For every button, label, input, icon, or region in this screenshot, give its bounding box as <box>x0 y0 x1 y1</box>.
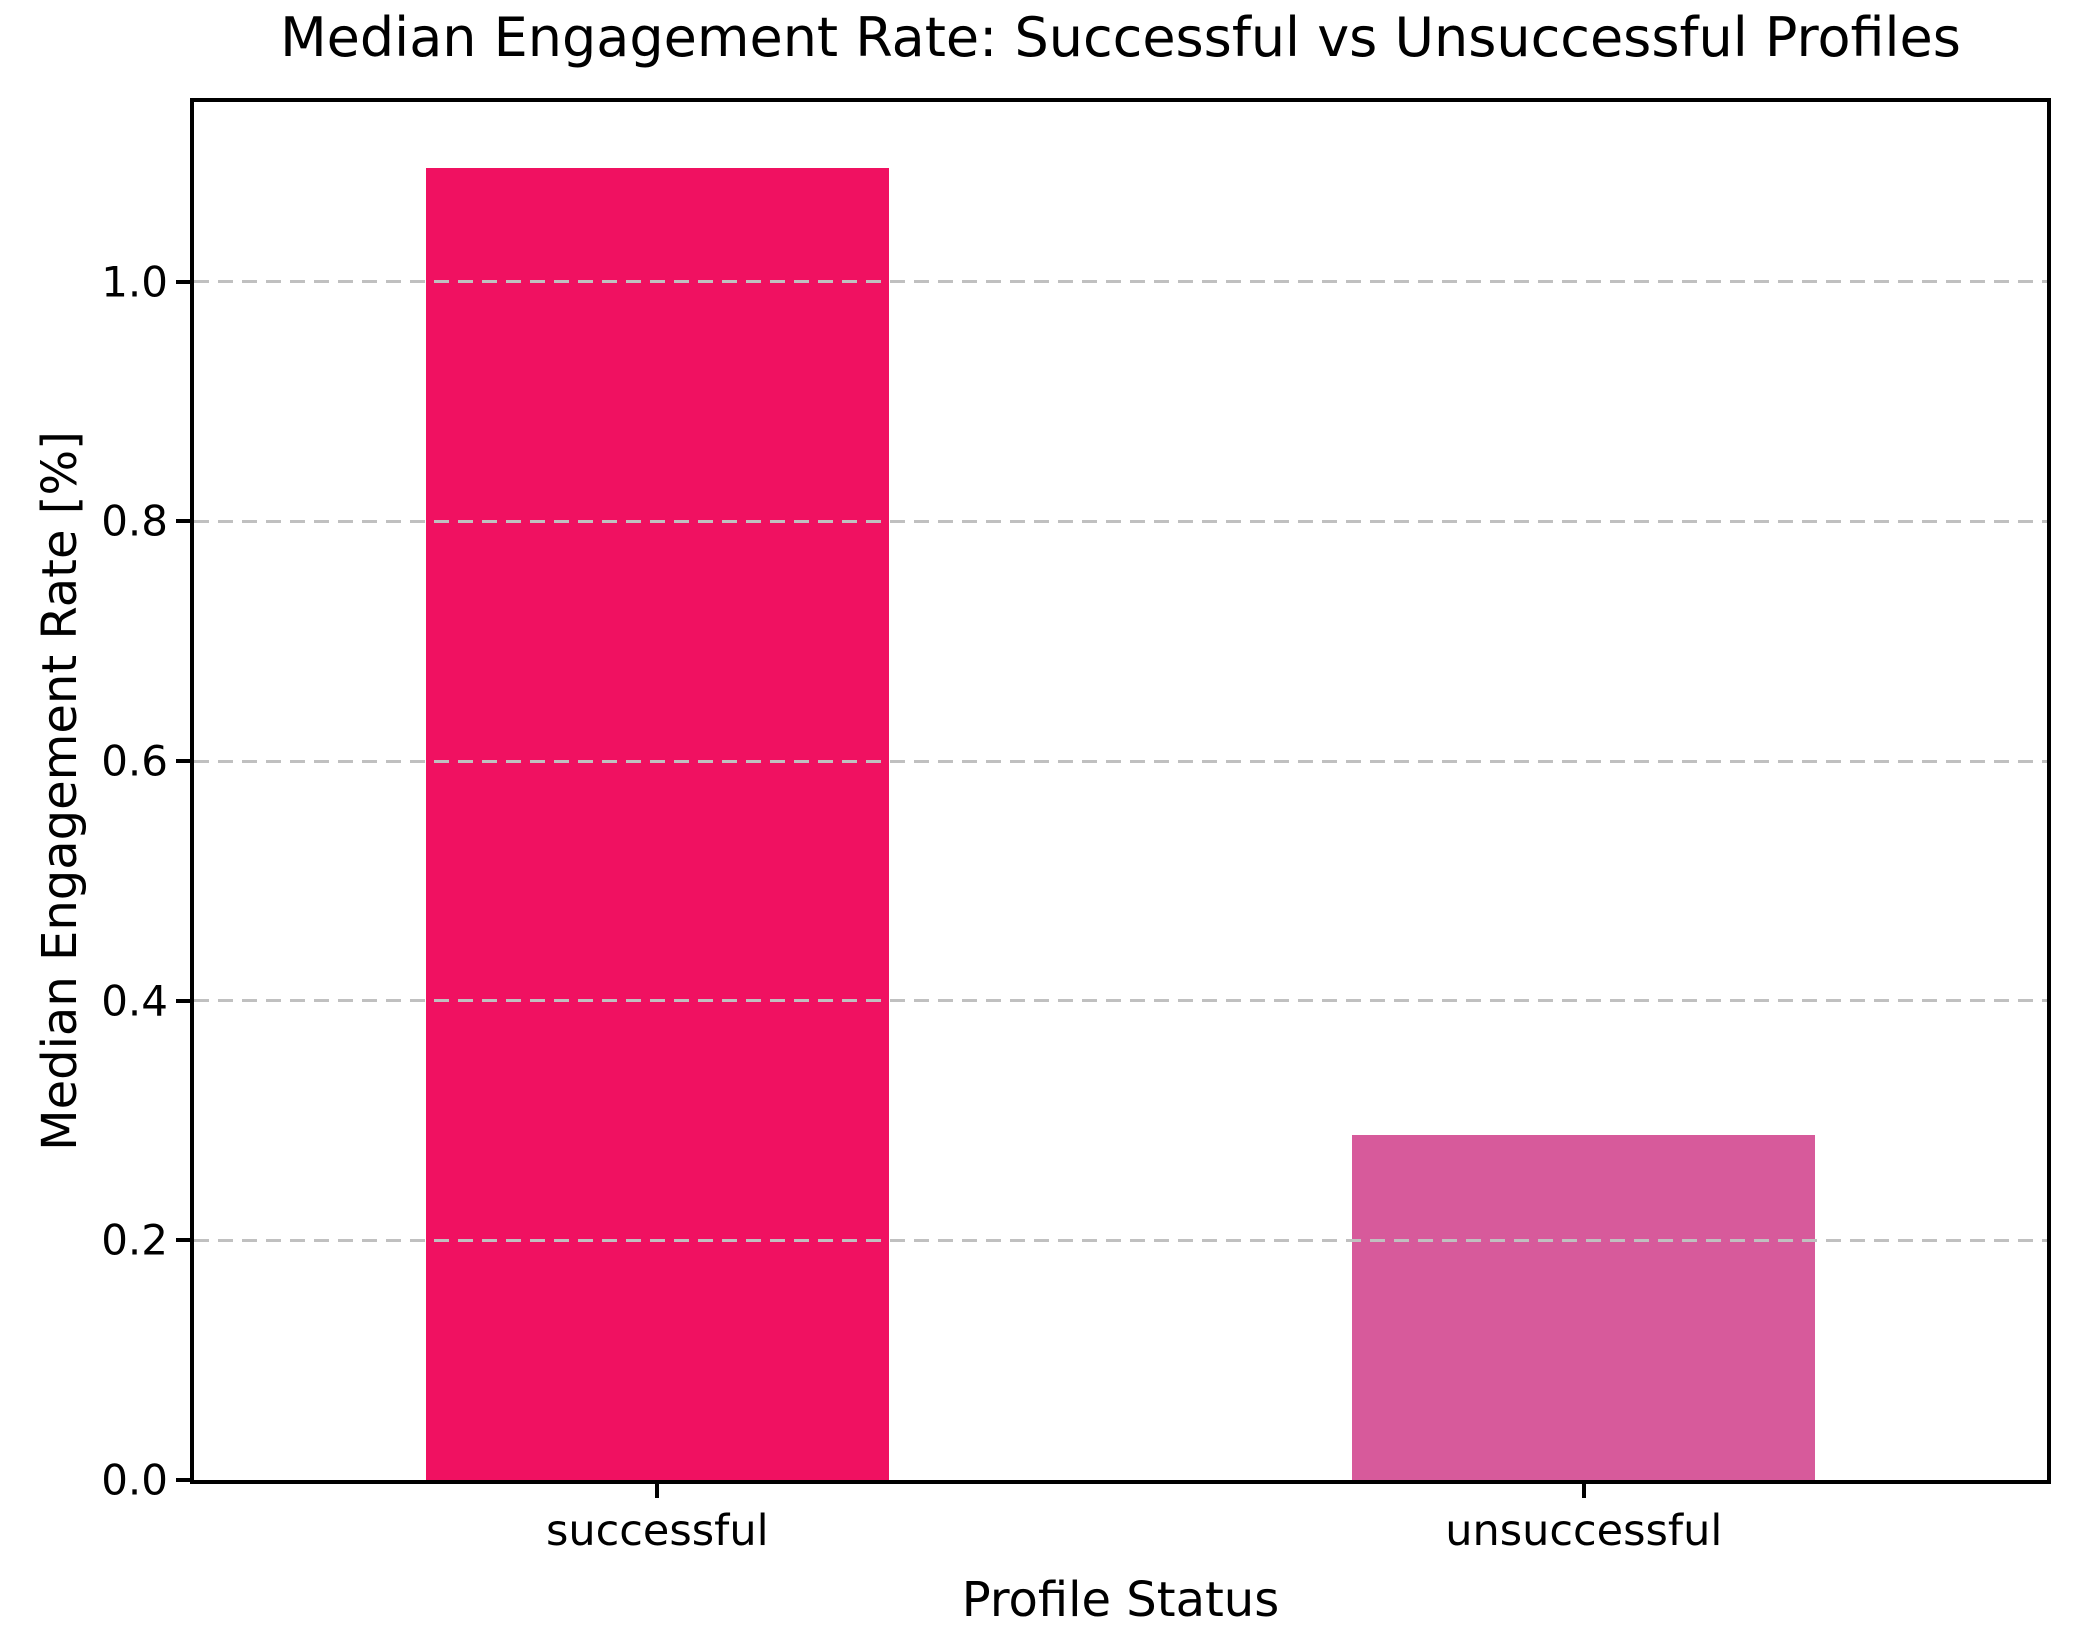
y-tick-label-0.2: 0.2 <box>101 1215 168 1265</box>
gridline-0.2 <box>194 1238 2047 1242</box>
y-tick-label-1.0: 1.0 <box>101 257 168 307</box>
y-tick-label-0.4: 0.4 <box>101 976 168 1026</box>
x-tick-label-unsuccessful: unsuccessful <box>1445 1506 1723 1556</box>
y-tick-label-0.6: 0.6 <box>101 736 168 786</box>
gridline-0.8 <box>194 519 2047 523</box>
y-axis-label: Median Engagement Rate [%] <box>32 431 88 1151</box>
y-tick-label-0.0: 0.0 <box>101 1455 168 1505</box>
y-tick-0.0 <box>176 1478 190 1482</box>
bar-successful <box>425 167 889 1480</box>
y-tick-0.4 <box>176 998 190 1003</box>
x-tick-unsuccessful <box>1581 1480 1586 1498</box>
y-tick-0.6 <box>176 759 190 764</box>
x-axis-label: Profile Status <box>961 1572 1280 1628</box>
gridline-0.6 <box>194 759 2047 763</box>
plot-area: successful unsuccessful 0.0 0.2 0.4 0.6 0.8 1.0 <box>101 98 2051 1556</box>
y-tick-0.2 <box>176 1238 190 1243</box>
y-tick-label-0.8: 0.8 <box>101 496 168 546</box>
gridline-1.0 <box>194 280 2047 284</box>
chart-title: Median Engagement Rate: Successful vs Un… <box>280 6 1961 69</box>
gridline-0.4 <box>194 999 2047 1003</box>
y-tick-0.8 <box>176 519 190 524</box>
y-tick-1.0 <box>176 279 190 284</box>
bar-unsuccessful <box>1352 1134 1816 1480</box>
x-tick-successful <box>655 1480 660 1498</box>
x-tick-label-successful: successful <box>545 1506 769 1556</box>
